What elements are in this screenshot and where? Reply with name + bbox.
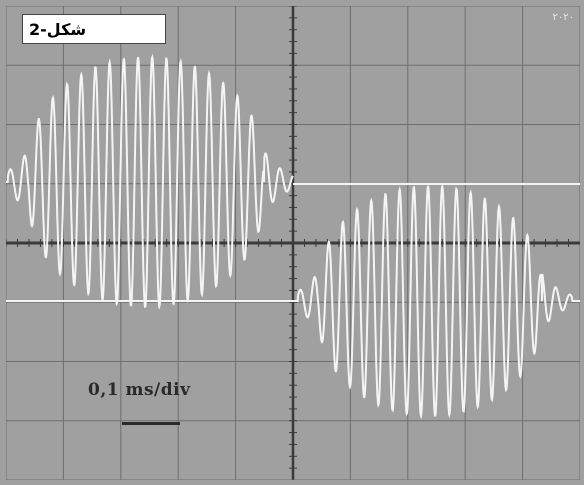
- corner-mark: ۲۰۲۰: [552, 12, 574, 23]
- timebase-label: 0,1 ms/div: [88, 380, 191, 400]
- timebase-scale-bar: [122, 422, 180, 425]
- signal-traces: [6, 53, 580, 420]
- graticule-grid: [6, 6, 580, 480]
- figure-label: شكل-2: [22, 14, 166, 44]
- trace-1: [6, 53, 294, 311]
- figure-label-text: شكل-2: [29, 19, 87, 39]
- trace-2: [294, 183, 580, 420]
- oscilloscope-screen: [6, 6, 580, 480]
